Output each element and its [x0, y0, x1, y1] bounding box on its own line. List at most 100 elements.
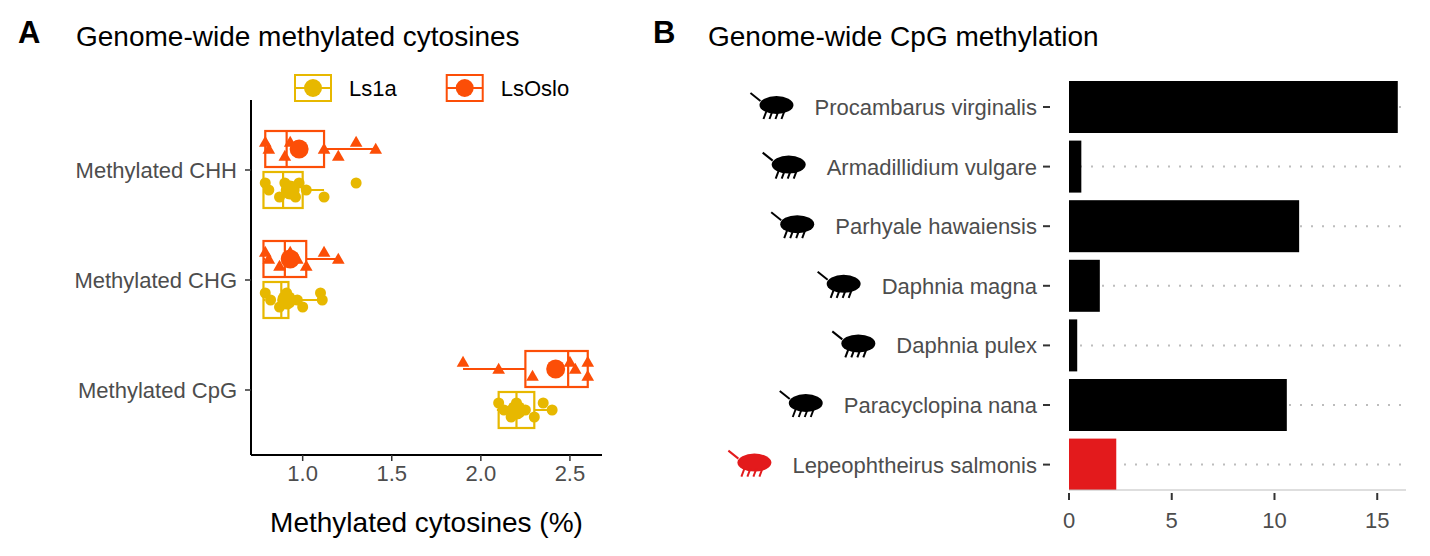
- data-point: [332, 253, 345, 264]
- whisker-high: [324, 148, 376, 150]
- bar: [1069, 141, 1081, 193]
- icon-leg: [811, 409, 814, 417]
- y-tick-label: Daphnia magna: [882, 274, 1038, 299]
- icon: [763, 153, 806, 179]
- mean-marker: [277, 291, 296, 310]
- box: [525, 351, 587, 387]
- icon-leg: [753, 469, 756, 477]
- y-tick-label: Methylated CHH: [76, 158, 237, 183]
- box-group: [260, 172, 362, 208]
- y-tick: [245, 389, 251, 391]
- icon-body: [789, 394, 823, 412]
- icon-leg: [845, 349, 848, 357]
- y-tick: [245, 279, 251, 281]
- icon-leg: [790, 230, 793, 238]
- icon-leg: [849, 290, 852, 298]
- icon-antenna: [728, 451, 738, 459]
- icon-antenna: [750, 93, 760, 101]
- y-tick: [1043, 344, 1050, 346]
- x-tick-label: 10: [1262, 508, 1286, 533]
- legend-item: Ls1a: [295, 75, 397, 101]
- x-axis-line: [1069, 490, 1406, 491]
- icon-leg: [788, 171, 791, 179]
- y-tick-label: Paracyclopina nana: [844, 393, 1038, 418]
- y-tick-label: Lepeophtheirus salmonis: [792, 453, 1037, 478]
- data-point: [581, 356, 594, 367]
- bar: [1069, 200, 1299, 252]
- grid-line: [1069, 344, 1406, 346]
- icon-leg: [857, 349, 860, 357]
- plot-area: [1069, 81, 1398, 490]
- data-point: [319, 192, 330, 203]
- data-point: [569, 363, 582, 374]
- y-tick-label: Daphnia pulex: [896, 333, 1037, 358]
- icon-body: [841, 334, 875, 352]
- icon-leg: [782, 171, 785, 179]
- whisker-high: [306, 258, 338, 260]
- grid-line: [1069, 464, 1406, 466]
- icon: [728, 451, 771, 477]
- data-point: [350, 136, 363, 147]
- panel-label: A: [18, 15, 40, 50]
- x-tick-label: 0: [1063, 508, 1075, 533]
- y-tick-label: Parhyale hawaiensis: [835, 214, 1037, 239]
- icon-leg: [793, 409, 796, 417]
- icon-antenna: [771, 212, 781, 220]
- figure: AGenome-wide methylated cytosines1.01.52…: [0, 0, 1430, 556]
- icon-body: [772, 156, 806, 174]
- icon: [771, 212, 814, 238]
- icon-leg: [863, 349, 866, 357]
- icon-leg: [781, 111, 784, 119]
- box: [263, 241, 306, 277]
- x-tick-label: 1.5: [376, 461, 407, 486]
- icon-antenna: [818, 272, 828, 280]
- data-point: [529, 412, 540, 423]
- chart-title: Genome-wide CpG methylation: [708, 21, 1099, 52]
- data-point: [351, 178, 362, 189]
- data-point: [317, 295, 328, 306]
- x-tick: [1171, 493, 1173, 500]
- x-tick-label: 2.0: [466, 461, 497, 486]
- box-group: [259, 241, 345, 277]
- mean-marker: [281, 250, 300, 269]
- data-point: [457, 356, 470, 367]
- icon-leg: [831, 290, 834, 298]
- data-point: [318, 143, 331, 154]
- bar: [1069, 379, 1287, 431]
- legend-key-point: [456, 79, 474, 97]
- icon-leg: [851, 349, 854, 357]
- y-tick: [1043, 404, 1050, 406]
- icon-leg: [763, 111, 766, 119]
- box-group: [457, 351, 594, 387]
- y-tick-label: Methylated CHG: [74, 268, 237, 293]
- y-tick: [1043, 225, 1050, 227]
- x-tick: [1068, 493, 1070, 500]
- mean-marker: [507, 401, 526, 420]
- box: [263, 172, 302, 208]
- data-point: [538, 398, 549, 409]
- bar: [1069, 439, 1116, 490]
- icon-leg: [784, 230, 787, 238]
- bar: [1069, 260, 1100, 312]
- mean-marker: [546, 360, 565, 379]
- box-group: [493, 392, 557, 428]
- x-tick: [1273, 493, 1275, 500]
- x-tick-label: 5: [1166, 508, 1178, 533]
- legend-key-box: [295, 75, 331, 101]
- icon-antenna: [832, 331, 842, 339]
- data-point: [369, 143, 382, 154]
- data-point: [301, 185, 312, 196]
- bar: [1069, 319, 1077, 371]
- legend-key-box: [447, 75, 483, 101]
- x-tick-label: 1.0: [287, 461, 318, 486]
- data-point: [262, 143, 275, 154]
- icon-leg: [741, 469, 744, 477]
- box-group: [259, 131, 382, 167]
- x-tick-label: 15: [1365, 508, 1389, 533]
- data-point: [332, 150, 345, 161]
- data-point: [526, 370, 539, 381]
- icon-leg: [759, 469, 762, 477]
- icon-leg: [799, 409, 802, 417]
- icon-leg: [805, 409, 808, 417]
- icon-leg: [794, 171, 797, 179]
